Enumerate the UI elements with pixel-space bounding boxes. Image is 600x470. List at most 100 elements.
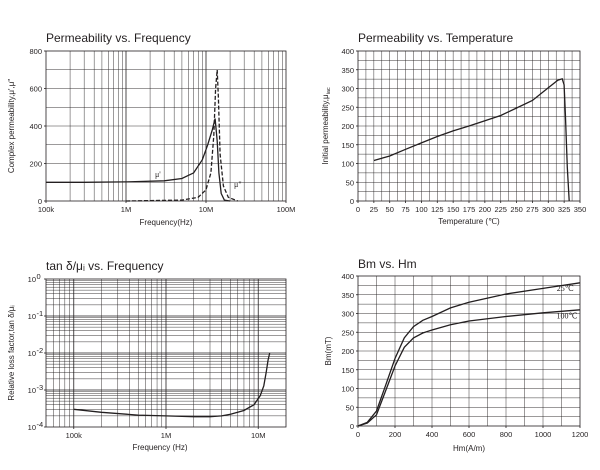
chart-title: Bm vs. Hm (358, 257, 417, 271)
y-tick-label: 100 (341, 160, 354, 169)
y-tick-base: 350 (341, 291, 354, 300)
y-tick-label: 200 (341, 122, 354, 131)
x-tick-label: 75 (401, 205, 409, 214)
y-tick-base: 300 (341, 85, 354, 94)
x-tick-label: 100k (38, 205, 55, 214)
y-tick-label: 50 (346, 403, 354, 412)
y-tick-label: 250 (341, 328, 354, 337)
y-tick-base: 400 (29, 122, 42, 131)
y-axis-label: Bm(mT) (324, 336, 333, 365)
y-tick-base: 200 (29, 160, 42, 169)
curve-annotation: μ" (234, 180, 242, 189)
x-tick-label: 100k (66, 431, 83, 440)
x-tick-label: 325 (558, 205, 571, 214)
x-tick-label: 100M (277, 205, 296, 214)
permeability-temperature-chart: Permeability vs. Temperature 0 25 50 75 100 1… (321, 31, 586, 226)
y-axis-label: Relative loss factor,tan δ/μᵢ (7, 305, 16, 400)
series-line-0 (357, 282, 581, 427)
x-tick-label: 1000 (535, 430, 552, 439)
y-tick-base: 10 (28, 386, 36, 395)
y-tick-label: 350 (341, 291, 354, 300)
y-tick-label: 0 (350, 422, 354, 431)
series-line-1 (357, 309, 581, 427)
y-tick-base: 10 (28, 275, 36, 284)
y-axis-label: Complex permeability,μ',μ" (7, 79, 16, 174)
y-tick-base: 0 (38, 197, 42, 206)
series-line-0 (46, 118, 231, 202)
x-axis-label: Frequency(Hz) (140, 218, 193, 227)
y-tick-base: 100 (341, 160, 354, 169)
y-tick-exponent: -3 (37, 383, 44, 392)
x-tick-label: 200 (389, 430, 402, 439)
x-axis-label: Hm(A/m) (453, 444, 485, 453)
y-tick-exponent: -2 (37, 346, 44, 355)
x-tick-label: 25 (370, 205, 378, 214)
y-tick-label: 300 (341, 310, 354, 319)
y-tick-label: 150 (341, 366, 354, 375)
x-tick-label: 150 (447, 205, 460, 214)
x-tick-label: 0 (356, 205, 360, 214)
x-tick-label: 1M (161, 431, 171, 440)
x-tick-label: 125 (431, 205, 444, 214)
y-axis-label-sub: iac (326, 87, 332, 94)
y-tick-base: 10 (28, 349, 36, 358)
curve-annotation: 100℃ (557, 311, 578, 320)
y-tick-label: 800 (29, 47, 42, 56)
y-axis-label: Initial permeability,μiac (321, 87, 332, 165)
x-tick-label: 300 (542, 205, 555, 214)
y-tick-base: 250 (341, 103, 354, 112)
x-tick-label: 600 (463, 430, 476, 439)
x-tick-label: 250 (510, 205, 523, 214)
x-tick-label: 50 (386, 205, 394, 214)
x-tick-label: 1M (121, 205, 131, 214)
y-tick-base: 10 (28, 312, 36, 321)
curve-annotation: 25℃ (557, 284, 574, 293)
x-tick-label: 1200 (572, 430, 589, 439)
y-tick-base: 200 (341, 122, 354, 131)
y-tick-label: 250 (341, 103, 354, 112)
x-tick-label: 175 (463, 205, 476, 214)
y-tick-base: 100 (341, 385, 354, 394)
y-tick-label: 10 (28, 423, 36, 432)
y-tick-base: 250 (341, 328, 354, 337)
y-tick-base: 50 (346, 178, 354, 187)
y-tick-exponent: 0 (37, 272, 41, 281)
series-line-1 (125, 69, 239, 202)
y-tick-label: 0 (350, 197, 354, 206)
x-tick-label: 800 (500, 430, 513, 439)
y-tick-label: 400 (29, 122, 42, 131)
y-tick-label: 600 (29, 85, 42, 94)
series-line-0 (73, 352, 271, 418)
series-line-0 (373, 77, 570, 202)
chart-title: tan δ/μᵢ vs. Frequency (46, 259, 164, 273)
bm-hm-chart: Bm vs. Hm 25℃ 100℃ 0 200 400 600 800 1000 1200 0… (324, 257, 588, 453)
chart-title: Permeability vs. Temperature (358, 31, 514, 45)
x-axis-label: Frequency (Hz) (132, 443, 187, 452)
y-tick-label: 10 (28, 386, 36, 395)
y-tick-base: 600 (29, 85, 42, 94)
y-tick-base: 350 (341, 66, 354, 75)
y-tick-base: 200 (341, 347, 354, 356)
y-tick-base: 150 (341, 366, 354, 375)
y-tick-exponent: -1 (37, 309, 44, 318)
permeability-frequency-chart: Permeability vs. Frequency μ' μ" 100k 1M 10… (7, 31, 295, 227)
y-tick-label: 200 (29, 160, 42, 169)
y-tick-label: 10 (28, 312, 36, 321)
x-tick-label: 400 (426, 430, 439, 439)
x-tick-label: 100 (415, 205, 428, 214)
y-tick-label: 150 (341, 141, 354, 150)
y-tick-label: 350 (341, 66, 354, 75)
y-tick-base: 400 (341, 47, 354, 56)
y-tick-base: 300 (341, 310, 354, 319)
y-tick-label: 400 (341, 272, 354, 281)
y-tick-base: 400 (341, 272, 354, 281)
x-tick-label: 10M (251, 431, 266, 440)
x-tick-label: 350 (574, 205, 587, 214)
y-tick-base: 150 (341, 141, 354, 150)
y-tick-exponent: -4 (37, 420, 44, 429)
y-tick-label: 300 (341, 85, 354, 94)
curve-annotation: μ' (155, 170, 161, 179)
y-tick-base: 800 (29, 47, 42, 56)
x-tick-label: 200 (479, 205, 492, 214)
